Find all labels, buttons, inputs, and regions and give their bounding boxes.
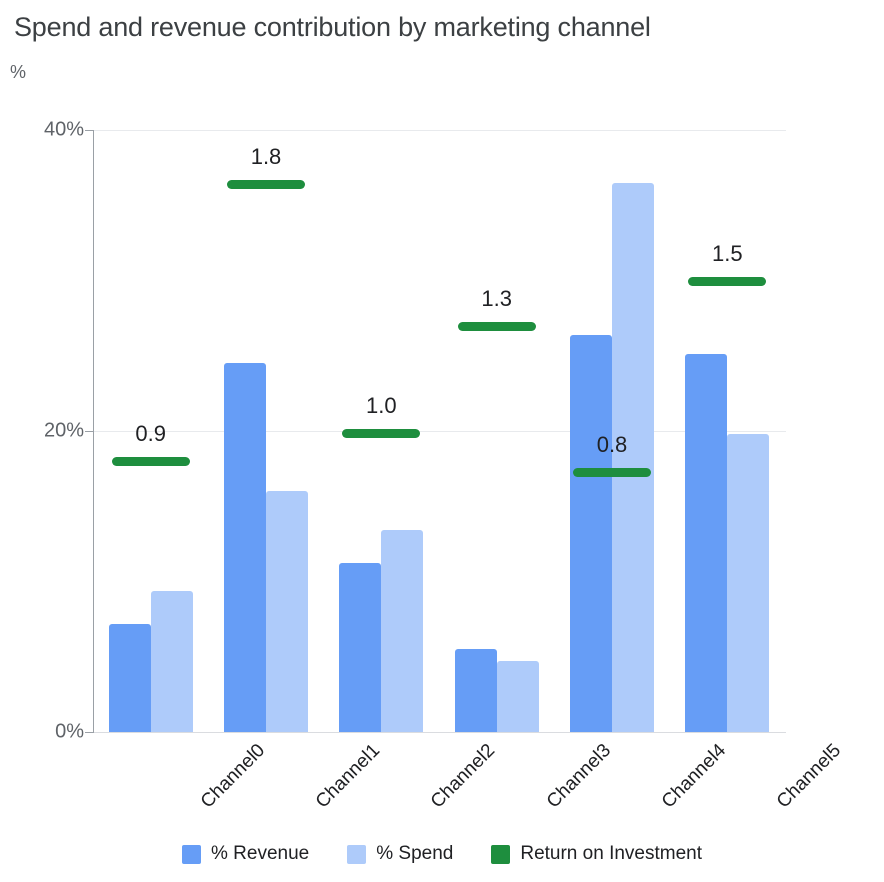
x-axis-tick-label: Channel2 — [427, 740, 500, 813]
legend-item[interactable]: % Spend — [347, 843, 453, 865]
bar-revenue[interactable] — [570, 334, 612, 732]
page-title: Spend and revenue contribution by market… — [14, 12, 651, 42]
bar-spend[interactable] — [496, 661, 539, 732]
y-axis-tick — [85, 732, 94, 733]
roi-marker[interactable] — [111, 457, 190, 467]
bar-spend[interactable] — [266, 491, 308, 732]
roi-marker[interactable] — [227, 180, 305, 190]
legend-swatch-icon — [181, 844, 201, 864]
roi-value-label: 1.5 — [712, 240, 743, 266]
legend-label: Return on Investment — [520, 843, 702, 864]
roi-marker[interactable] — [342, 428, 421, 438]
legend-swatch-icon — [491, 844, 511, 864]
legend-label: % Revenue — [210, 843, 310, 864]
x-axis-tick-label: Channel0 — [196, 740, 269, 813]
y-axis-tick-label: 40% — [43, 118, 84, 141]
legend-item[interactable]: Return on Investment — [491, 843, 702, 865]
legend-swatch-icon — [347, 844, 367, 864]
bar-revenue[interactable] — [224, 363, 266, 732]
gridline — [94, 431, 786, 432]
roi-marker[interactable] — [457, 321, 536, 331]
plot-area: 0.9 1.8 1.0 1.3 0.8 1.5 — [85, 130, 786, 733]
bar-revenue[interactable] — [685, 354, 728, 732]
y-axis-unit-label: % — [10, 62, 27, 82]
y-axis-tick — [85, 130, 94, 131]
roi-value-label: 1.0 — [366, 392, 397, 418]
roi-value-label: 0.9 — [135, 421, 166, 447]
bar-revenue[interactable] — [108, 623, 151, 732]
roi-value-label: 0.8 — [596, 431, 628, 457]
x-axis-tick-label: Channel4 — [657, 740, 731, 813]
y-axis-tick-label: 20% — [43, 419, 84, 442]
x-axis-tick-label: Channel1 — [311, 740, 385, 813]
roi-value-label: 1.8 — [250, 144, 282, 170]
legend-item[interactable]: % Revenue — [181, 843, 310, 865]
gridline — [94, 130, 786, 131]
roi-marker[interactable] — [573, 467, 651, 477]
gridline — [94, 732, 786, 733]
bar-spend[interactable] — [727, 434, 770, 732]
x-axis-tick-label: Channel3 — [542, 740, 615, 813]
bar-revenue[interactable] — [339, 563, 382, 732]
bar-spend[interactable] — [150, 590, 193, 732]
y-axis-tick-label: 0% — [55, 720, 84, 743]
roi-marker[interactable] — [688, 276, 767, 286]
bar-revenue[interactable] — [454, 649, 497, 732]
legend-label: % Spend — [376, 843, 454, 864]
x-axis-tick-label: Channel5 — [773, 740, 846, 813]
x-axis-tick-labels: Channel0 Channel1 Channel2 Channel3 Channel4… — [94, 734, 845, 824]
bar-spend[interactable] — [612, 182, 654, 732]
y-axis-tick — [85, 431, 94, 432]
roi-value-label: 1.3 — [481, 285, 512, 311]
bar-spend[interactable] — [381, 530, 424, 732]
y-axis-tick-labels: 0% 20% 40% — [0, 119, 84, 743]
chart-legend: % Revenue % Spend Return on Investment — [0, 843, 884, 865]
